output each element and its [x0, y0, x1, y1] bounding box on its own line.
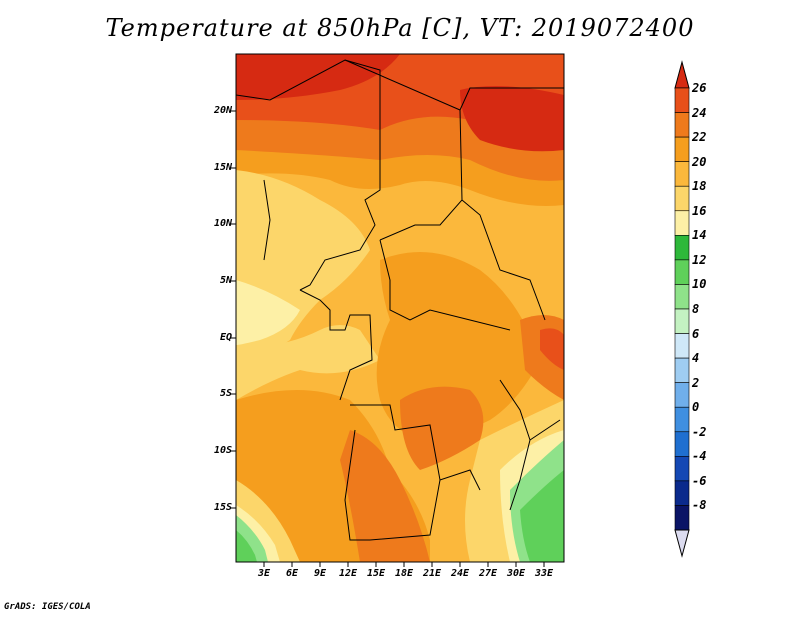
lon-label: 12E: [338, 568, 358, 579]
colorbar-label: 6: [692, 326, 700, 341]
lat-label: EQ: [219, 332, 232, 343]
axis-ticks: [231, 110, 545, 567]
colorbar-arrow-icon: [674, 529, 690, 558]
lon-label: 30E: [506, 568, 526, 579]
colorbar-swatch: [674, 136, 690, 162]
colorbar-swatch: [674, 382, 690, 408]
colorbar: [674, 60, 690, 558]
colorbar-arrow-icon: [674, 60, 690, 89]
colorbar-label: 4: [692, 351, 700, 366]
lon-label: 21E: [422, 568, 442, 579]
lat-label: 15S: [213, 502, 232, 513]
lat-label: 15N: [213, 162, 232, 173]
lat-label: 5N: [219, 275, 232, 286]
colorbar-label: 8: [692, 302, 700, 316]
colorbar-label: 10: [692, 277, 707, 292]
lat-label: 20N: [213, 105, 232, 116]
colorbar-label: 20: [692, 154, 707, 169]
colorbar-swatch: [674, 431, 690, 457]
colorbar-swatch: [674, 406, 690, 433]
colorbar-label: 16: [692, 203, 707, 218]
colorbar-swatch: [674, 308, 690, 334]
colorbar-swatch: [674, 284, 690, 310]
colorbar-label: 24: [692, 105, 707, 120]
colorbar-label: 22: [692, 130, 707, 145]
colorbar-swatch: [674, 210, 690, 236]
colorbar-swatch: [674, 357, 690, 383]
lat-label: 5S: [219, 388, 232, 399]
colorbar-swatch: [674, 161, 690, 187]
colorbar-label: 12: [692, 252, 707, 267]
colorbar-swatch: [674, 185, 690, 212]
country-borders: [236, 59, 564, 541]
map-frame: [235, 53, 565, 563]
lat-label: 10S: [213, 445, 232, 456]
lon-label: 18E: [394, 568, 414, 579]
colorbar-label: 14: [692, 228, 707, 243]
colorbar-swatch: [674, 456, 690, 482]
colorbar-swatch: [674, 480, 690, 506]
colorbar-swatch: [674, 235, 690, 261]
colorbar-swatch: [674, 505, 690, 531]
credit-text: GrADS: IGES/COLA: [4, 602, 91, 612]
colorbar-swatch: [674, 259, 690, 285]
map-title: Temperature at 850hPa [C], VT: 201907240…: [105, 14, 695, 42]
temperature-field: [236, 54, 564, 562]
colorbar-label: 2: [692, 375, 700, 390]
colorbar-label: 18: [692, 179, 707, 194]
colorbar-label: -2: [692, 424, 707, 439]
lon-label: 33E: [534, 568, 554, 579]
lon-label: 3E: [257, 568, 271, 579]
colorbar-swatch: [674, 112, 690, 138]
colorbar-label: 0: [692, 400, 700, 415]
lon-label: 9E: [313, 568, 327, 579]
lon-label: 27E: [478, 568, 498, 579]
lon-label: 15E: [366, 568, 386, 579]
colorbar-label: 26: [692, 81, 707, 95]
colorbar-label: -6: [692, 473, 707, 488]
lon-label: 24E: [450, 568, 470, 579]
colorbar-label: -4: [692, 449, 707, 464]
lon-label: 6E: [285, 568, 299, 579]
lat-label: 10N: [213, 218, 232, 229]
colorbar-swatch: [674, 87, 690, 113]
colorbar-swatch: [674, 333, 690, 359]
colorbar-label: -8: [692, 498, 707, 513]
